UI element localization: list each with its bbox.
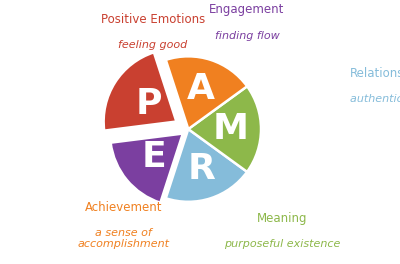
Text: P: P (136, 87, 162, 121)
Text: purposeful existence: purposeful existence (224, 239, 340, 249)
Wedge shape (188, 86, 261, 172)
Text: authentic connections: authentic connections (350, 94, 400, 104)
Wedge shape (166, 129, 247, 202)
Wedge shape (111, 134, 183, 203)
Text: Achievement: Achievement (85, 201, 162, 214)
Text: Relationships: Relationships (350, 67, 400, 80)
Text: finding flow: finding flow (214, 31, 279, 40)
Text: M: M (212, 112, 248, 146)
Text: Positive Emotions: Positive Emotions (101, 13, 205, 26)
Text: R: R (187, 152, 215, 186)
Text: Meaning: Meaning (257, 212, 307, 225)
Text: feeling good: feeling good (118, 40, 188, 50)
Text: a sense of
accomplishment: a sense of accomplishment (78, 228, 170, 249)
Wedge shape (104, 52, 176, 131)
Text: A: A (187, 72, 215, 106)
Wedge shape (166, 56, 247, 129)
Text: Engagement: Engagement (209, 3, 285, 16)
Text: E: E (142, 140, 166, 174)
